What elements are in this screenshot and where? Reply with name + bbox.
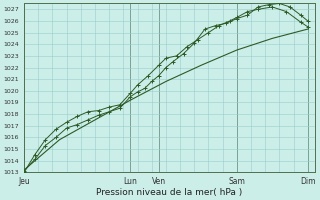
X-axis label: Pression niveau de la mer( hPa ): Pression niveau de la mer( hPa ) [96,188,243,197]
